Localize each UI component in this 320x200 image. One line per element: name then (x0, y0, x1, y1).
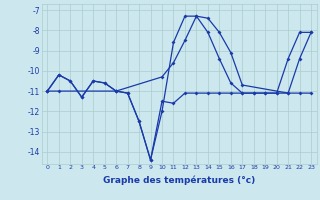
X-axis label: Graphe des températures (°c): Graphe des températures (°c) (103, 176, 255, 185)
